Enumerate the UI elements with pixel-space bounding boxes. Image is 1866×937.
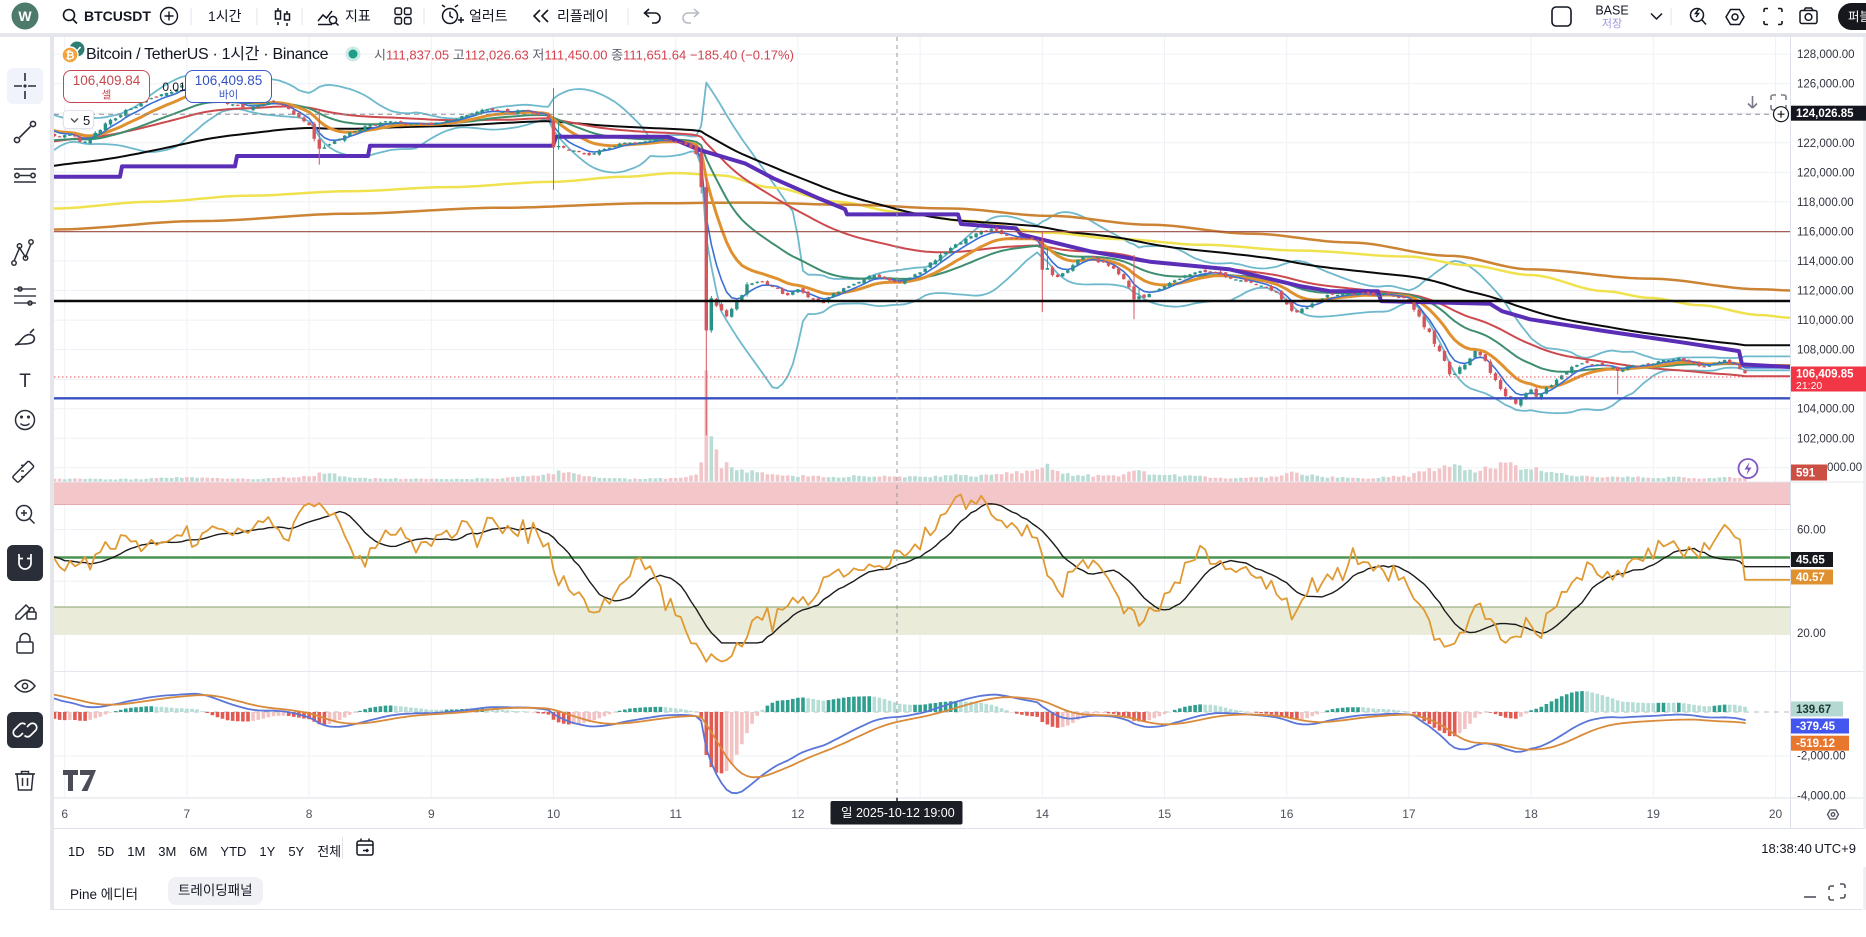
svg-text:W: W: [18, 8, 32, 24]
svg-text:60.00: 60.00: [1797, 525, 1826, 537]
svg-text:일 2025-10-12 19:00: 일 2025-10-12 19:00: [841, 806, 955, 820]
svg-text:19: 19: [1647, 807, 1661, 821]
svg-text:106,409.85: 106,409.85: [1796, 369, 1854, 381]
svg-text:124,026.85: 124,026.85: [1796, 108, 1854, 120]
svg-text:139.67: 139.67: [1796, 704, 1831, 716]
svg-text:40.57: 40.57: [1796, 572, 1825, 584]
svg-text:45.65: 45.65: [1796, 555, 1825, 567]
svg-text:12: 12: [791, 807, 805, 821]
svg-text:112,000.00: 112,000.00: [1797, 286, 1854, 298]
svg-text:108,000.00: 108,000.00: [1797, 345, 1855, 357]
svg-text:120,000.00: 120,000.00: [1797, 167, 1855, 179]
svg-text:17: 17: [1402, 807, 1416, 821]
svg-text:591: 591: [1796, 468, 1816, 480]
svg-text:-379.45: -379.45: [1796, 721, 1836, 733]
svg-text:9: 9: [428, 807, 435, 821]
svg-text:얼러트: 얼러트: [469, 8, 508, 24]
svg-text:114,000.00: 114,000.00: [1797, 256, 1854, 268]
svg-text:122,000.00: 122,000.00: [1797, 138, 1855, 150]
svg-text:10: 10: [547, 807, 561, 821]
svg-text:102,000.00: 102,000.00: [1797, 433, 1855, 445]
svg-text:126,000.00: 126,000.00: [1797, 79, 1855, 91]
svg-text:128,000.00: 128,000.00: [1797, 49, 1855, 61]
svg-text:11: 11: [669, 807, 682, 821]
svg-text:21:20: 21:20: [1796, 380, 1822, 392]
svg-text:110,000.00: 110,000.00: [1797, 315, 1854, 327]
svg-text:20.00: 20.00: [1797, 628, 1826, 640]
svg-text:-2,000.00: -2,000.00: [1797, 751, 1846, 763]
svg-text:지표: 지표: [345, 8, 371, 24]
svg-text:T: T: [19, 371, 31, 392]
svg-text:7: 7: [184, 807, 191, 821]
svg-text:15: 15: [1158, 807, 1172, 821]
svg-text:BASE: BASE: [1595, 4, 1628, 18]
svg-text:104,000.00: 104,000.00: [1797, 404, 1855, 416]
svg-text:20: 20: [1769, 807, 1783, 821]
svg-text:퍼블: 퍼블: [1848, 10, 1866, 24]
svg-text:6: 6: [61, 807, 68, 821]
svg-text:BTCUSDT: BTCUSDT: [84, 8, 151, 24]
svg-text:000.00: 000.00: [1827, 462, 1862, 474]
svg-text:1시간: 1시간: [208, 8, 242, 24]
svg-text:16: 16: [1280, 807, 1294, 821]
svg-text:8: 8: [306, 807, 313, 821]
svg-text:116,000.00: 116,000.00: [1797, 226, 1854, 238]
svg-text:저장: 저장: [1602, 17, 1622, 30]
svg-text:14: 14: [1036, 807, 1050, 821]
svg-text:-4,000.00: -4,000.00: [1797, 791, 1846, 803]
svg-text:-519.12: -519.12: [1796, 738, 1835, 750]
svg-text:리플레이: 리플레이: [557, 8, 609, 24]
svg-text:118,000.00: 118,000.00: [1797, 197, 1854, 209]
svg-text:18: 18: [1524, 807, 1538, 821]
